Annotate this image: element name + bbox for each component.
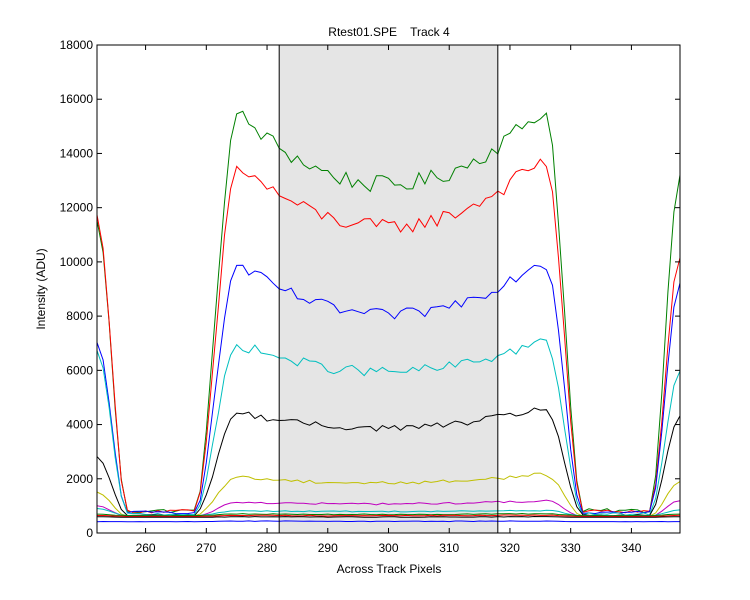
x-tick-label: 300: [378, 541, 398, 555]
y-tick-label: 16000: [60, 92, 94, 106]
y-tick-label: 8000: [66, 309, 93, 323]
x-tick-label: 320: [500, 541, 520, 555]
series-layer: [96, 110, 681, 523]
y-tick-label: 18000: [60, 38, 94, 52]
y-tick-label: 4000: [66, 418, 93, 432]
x-tick-label: 340: [621, 541, 641, 555]
y-tick-label: 10000: [60, 255, 94, 269]
series-line-3: [96, 264, 681, 515]
y-tick-label: 2000: [66, 472, 93, 486]
x-tick-label: 280: [257, 541, 277, 555]
x-axis-ticks: 260 270 280 290 300 310 320 330 340: [136, 45, 642, 555]
series-line-9: [96, 512, 681, 517]
series-line-10: [97, 514, 681, 518]
x-tick-label: 330: [561, 541, 581, 555]
x-tick-label: 270: [196, 541, 216, 555]
y-tick-label: 0: [86, 526, 93, 540]
y-axis-label: Intensity (ADU): [34, 248, 48, 329]
x-axis-label: Across Track Pixels: [337, 562, 442, 576]
x-tick-label: 260: [136, 541, 156, 555]
x-tick-label: 310: [439, 541, 459, 555]
y-axis-ticks: 0 2000 4000 6000 8000 10000 12000 14000 16000 180…: [60, 38, 680, 540]
y-tick-label: 14000: [60, 146, 94, 160]
shaded-region: [279, 45, 498, 533]
series-line-11: [97, 515, 680, 518]
y-tick-label: 6000: [66, 363, 93, 377]
series-line-12: [96, 520, 680, 523]
y-tick-label: 12000: [60, 201, 94, 215]
chart-title: Rtest01.SPE Track 4: [328, 25, 450, 39]
x-tick-label: 290: [318, 541, 338, 555]
